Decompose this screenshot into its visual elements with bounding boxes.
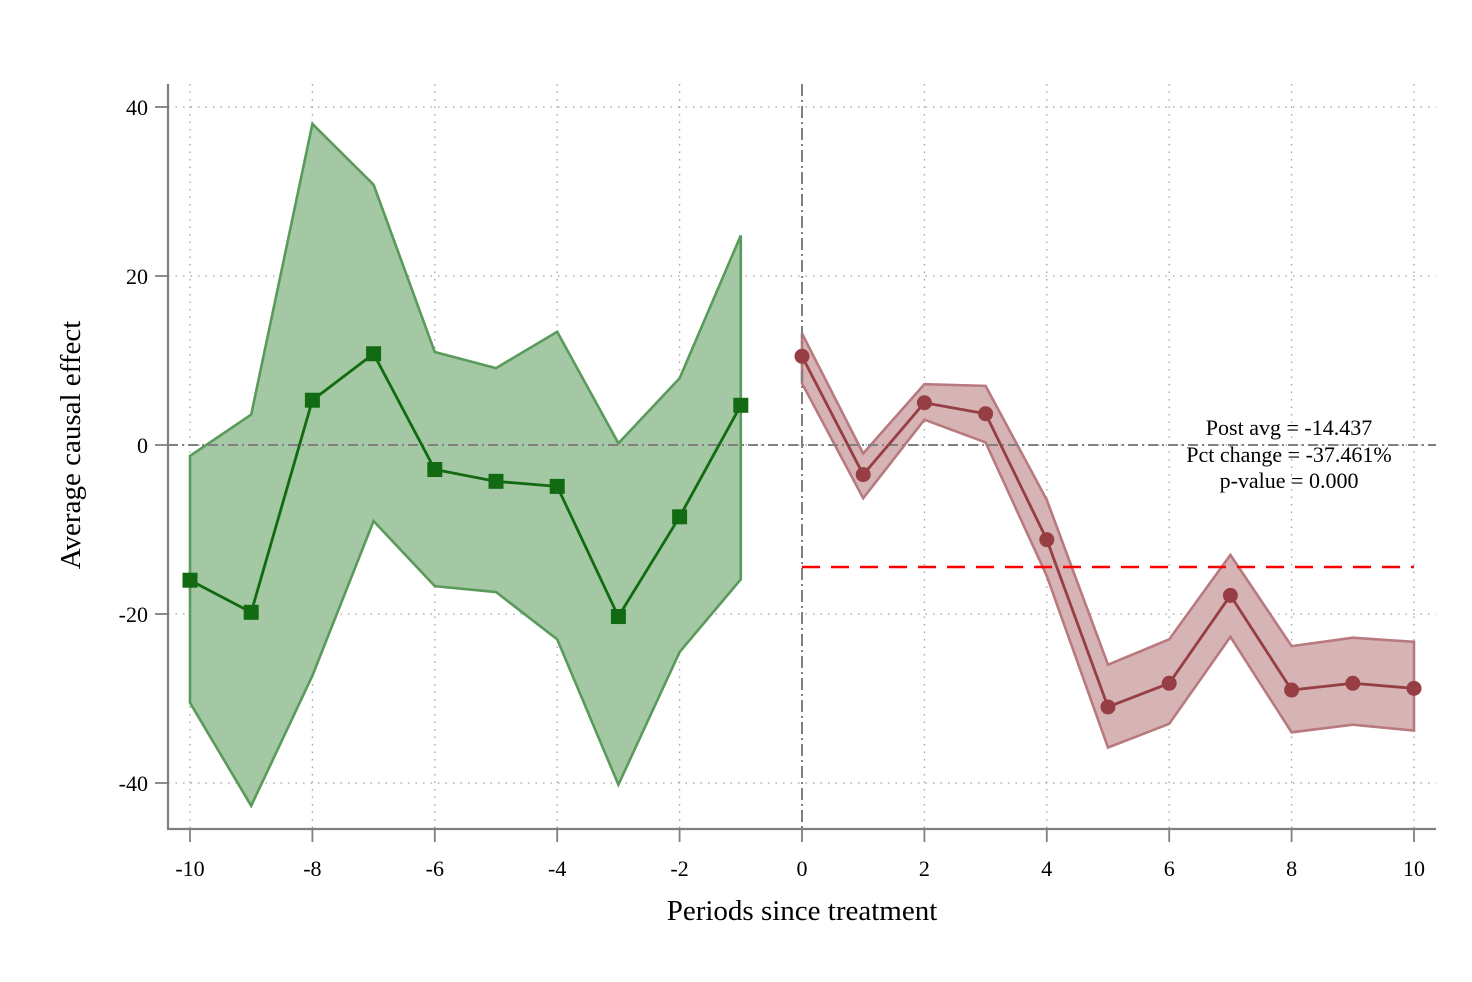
data-point-square xyxy=(366,346,382,362)
pct-change-annotation: Pct change = -37.461% xyxy=(1186,442,1391,467)
post-avg-annotation: Post avg = -14.437 xyxy=(1206,415,1372,440)
x-tick-label: -2 xyxy=(670,856,688,881)
y-axis-title: Average causal effect xyxy=(55,321,87,569)
data-point-circle xyxy=(1100,699,1116,715)
data-point-circle xyxy=(794,348,810,364)
confidence-band-pre-treatment xyxy=(188,121,743,809)
data-point-square xyxy=(733,397,749,413)
data-point-circle xyxy=(1406,680,1422,696)
reference-lines xyxy=(168,84,1436,829)
data-point-square xyxy=(488,473,504,489)
p-value-annotation: p-value = 0.000 xyxy=(1220,468,1359,493)
x-tick-label: 10 xyxy=(1403,856,1425,881)
data-point-square xyxy=(549,478,565,494)
x-tick-label: 0 xyxy=(797,856,808,881)
data-point-circle xyxy=(1161,675,1177,691)
y-tick-label: 40 xyxy=(126,95,148,120)
data-point-circle xyxy=(916,395,932,411)
y-tick-label: -20 xyxy=(119,602,148,627)
data-point-circle xyxy=(1284,682,1300,698)
data-point-circle xyxy=(1039,532,1055,548)
series-line-pre-treatment xyxy=(189,351,743,620)
data-point-square xyxy=(427,462,443,478)
series-markers xyxy=(182,346,1422,715)
x-tick-label: 4 xyxy=(1041,856,1052,881)
stats-annotation: Post avg = -14.437 Pct change = -37.461%… xyxy=(1186,415,1391,493)
x-tick-label: 8 xyxy=(1286,856,1297,881)
x-tick-label: -8 xyxy=(303,856,321,881)
data-point-square xyxy=(243,604,259,620)
data-point-square xyxy=(672,509,688,525)
x-tick-label: -10 xyxy=(175,856,204,881)
data-point-circle xyxy=(1222,587,1238,603)
x-axis-title: Periods since treatment xyxy=(667,895,938,927)
y-tick-label: 0 xyxy=(137,433,148,458)
data-point-circle xyxy=(978,406,994,422)
y-tick-label: -40 xyxy=(119,771,148,796)
data-point-square xyxy=(610,609,626,625)
x-tick-label: -4 xyxy=(548,856,566,881)
y-tick-label: 20 xyxy=(126,264,148,289)
x-tick-label: -6 xyxy=(426,856,444,881)
data-point-circle xyxy=(855,467,871,483)
x-tick-label: 6 xyxy=(1164,856,1175,881)
data-point-square xyxy=(182,572,198,588)
data-point-square xyxy=(304,392,320,408)
data-point-circle xyxy=(1345,675,1361,691)
x-tick-label: 2 xyxy=(919,856,930,881)
